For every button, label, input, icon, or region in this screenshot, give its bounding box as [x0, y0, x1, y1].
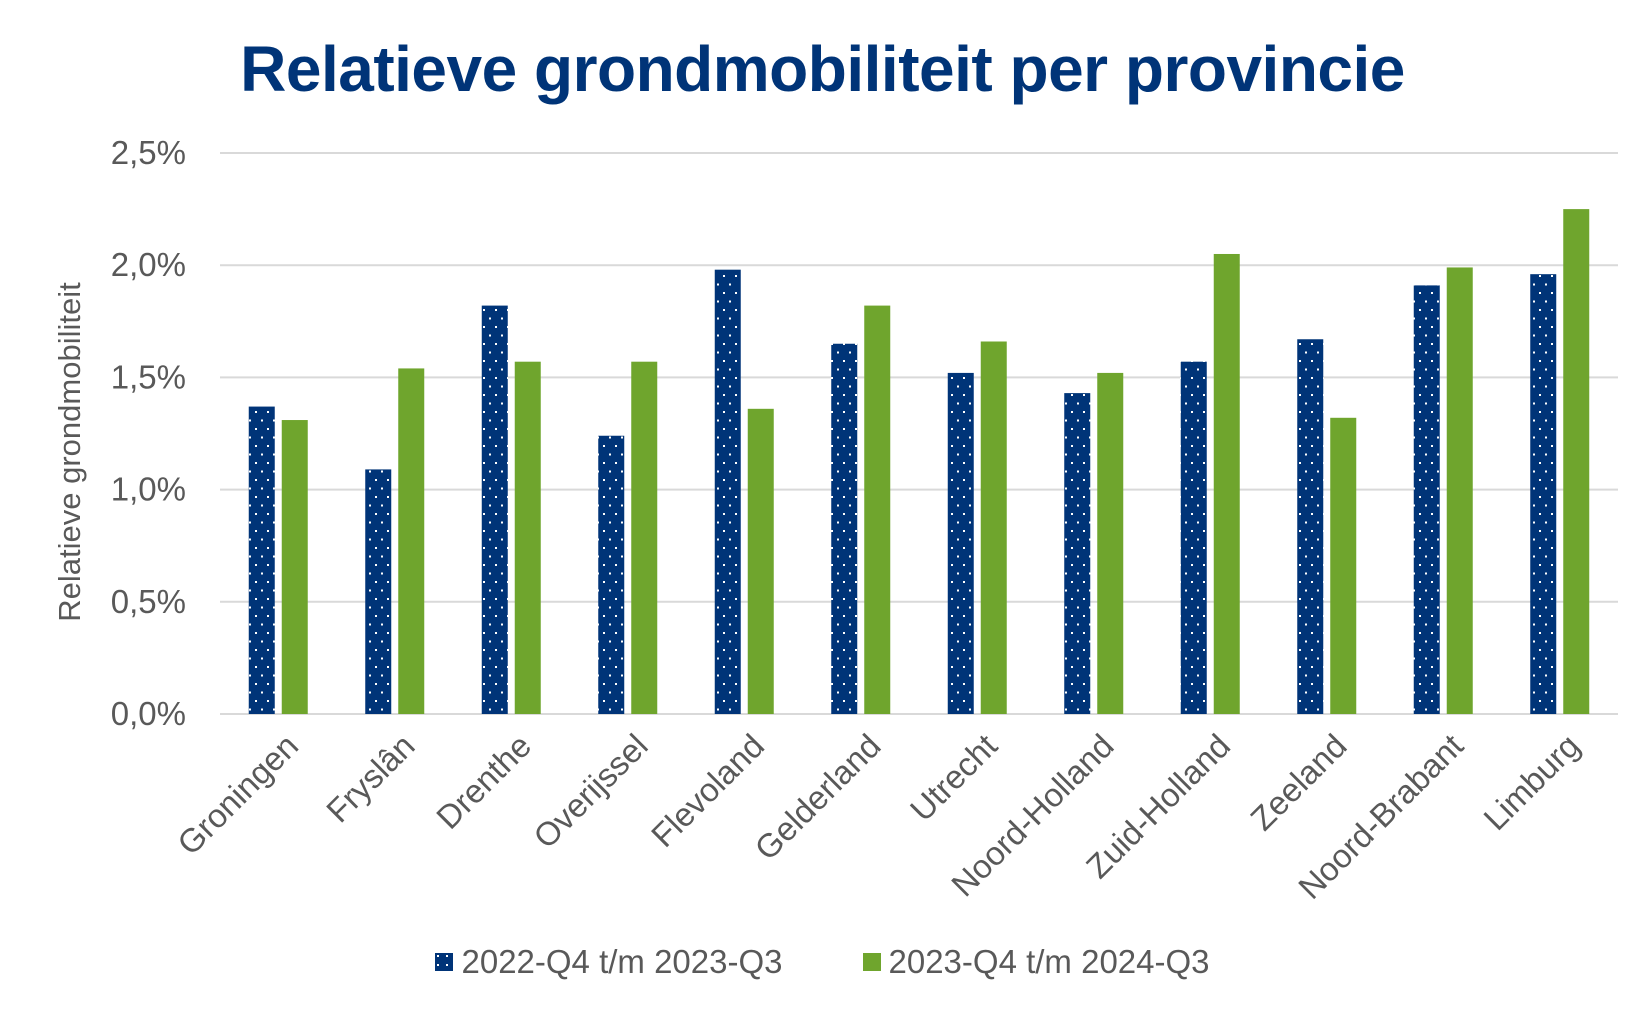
- bar-1-flevoland: [714, 269, 741, 714]
- bar-1-groningen: [248, 406, 275, 714]
- legend-swatch-solid: [862, 953, 881, 971]
- gridlines: [220, 152, 1618, 715]
- y-axis-ticks: 0,0% 0,5% 1,0% 1,5% 2,0% 2,5%: [111, 134, 186, 732]
- x-tick-label: Overijssel: [526, 727, 655, 856]
- x-tick-label: Gelderland: [747, 727, 887, 867]
- legend-item-series-1: 2022-Q4 t/m 2023-Q3: [435, 943, 783, 981]
- x-tick-label: Drenthe: [429, 727, 538, 836]
- legend-label-series-2: 2023-Q4 t/m 2024-Q3: [888, 943, 1210, 980]
- y-tick-label: 0,5%: [111, 583, 186, 620]
- bar-2-frysl-n: [398, 368, 425, 714]
- legend-swatch-dotted: [435, 953, 454, 971]
- x-axis-ticks: Groningen Fryslân DrentheOverijsselFlevola…: [170, 727, 1587, 906]
- bar-2-limburg: [1563, 209, 1590, 714]
- bar-2-zeeland: [1330, 417, 1357, 714]
- bar-1-noord-brabant: [1413, 285, 1440, 714]
- bar-2-drenthe: [514, 361, 541, 714]
- bar-2-zuid-holland: [1213, 253, 1240, 715]
- bar-2-noord-brabant: [1446, 267, 1473, 714]
- x-tick-label: Groningen: [170, 727, 305, 862]
- bar-2-flevoland: [747, 408, 774, 714]
- y-tick-label: 2,0%: [111, 246, 186, 283]
- x-tick-label: Fryslân: [319, 727, 422, 830]
- bar-2-noord-holland: [1097, 372, 1124, 714]
- bar-1-limburg: [1530, 274, 1557, 714]
- bar-1-overijssel: [598, 435, 625, 714]
- y-axis-label: Relatieve grondmobiliteit: [52, 282, 87, 622]
- legend: 2022-Q4 t/m 2023-Q3 2023-Q4 t/m 2024-Q3: [0, 943, 1645, 981]
- y-tick-label: 0,0%: [111, 695, 186, 732]
- bar-1-drenthe: [481, 305, 508, 714]
- legend-item-series-2: 2023-Q4 t/m 2024-Q3: [862, 943, 1210, 981]
- bar-1-zeeland: [1297, 339, 1324, 714]
- x-tick-label: Utrecht: [903, 727, 1004, 828]
- bar-2-groningen: [281, 420, 308, 714]
- bar-1-frysl-n: [365, 469, 392, 714]
- legend-label-series-1: 2022-Q4 t/m 2023-Q3: [461, 943, 783, 980]
- bar-1-gelderland: [831, 343, 858, 714]
- y-tick-label: 1,0%: [111, 471, 186, 508]
- chart-title: Relatieve grondmobiliteit per provincie: [240, 33, 1405, 105]
- bars: [248, 209, 1590, 715]
- y-tick-label: 2,5%: [111, 134, 186, 171]
- bar-2-overijssel: [631, 361, 658, 714]
- bar-2-utrecht: [980, 341, 1007, 714]
- x-tick-label: Limburg: [1476, 727, 1586, 837]
- bar-2-gelderland: [864, 305, 891, 714]
- bar-1-zuid-holland: [1180, 361, 1207, 714]
- bar-1-noord-holland: [1064, 393, 1091, 714]
- x-tick-label: Zeeland: [1243, 727, 1353, 837]
- bar-1-utrecht: [947, 372, 974, 714]
- y-tick-label: 1,5%: [111, 358, 186, 395]
